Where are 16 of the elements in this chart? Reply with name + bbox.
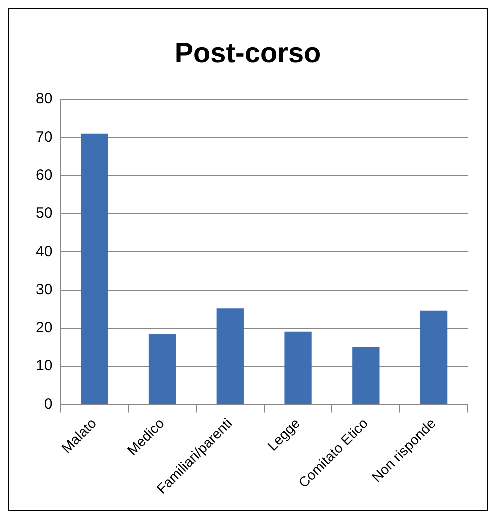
y-tick-label: 10	[36, 358, 53, 375]
bar	[81, 134, 108, 404]
y-tick-label: 50	[36, 205, 53, 222]
bar	[420, 310, 448, 404]
chart-title: Post-corso	[174, 38, 322, 69]
bar	[216, 308, 244, 404]
bar	[148, 334, 176, 404]
y-tick-label: 0	[44, 396, 53, 413]
y-tick-label: 30	[36, 281, 53, 298]
bar	[352, 347, 380, 404]
y-tick-label: 40	[36, 243, 53, 260]
y-tick-label: 60	[36, 167, 53, 184]
y-tick-label: 70	[36, 128, 53, 146]
y-tick-label: 80	[36, 90, 53, 108]
bar	[284, 332, 312, 404]
y-tick-label: 20	[36, 320, 53, 337]
